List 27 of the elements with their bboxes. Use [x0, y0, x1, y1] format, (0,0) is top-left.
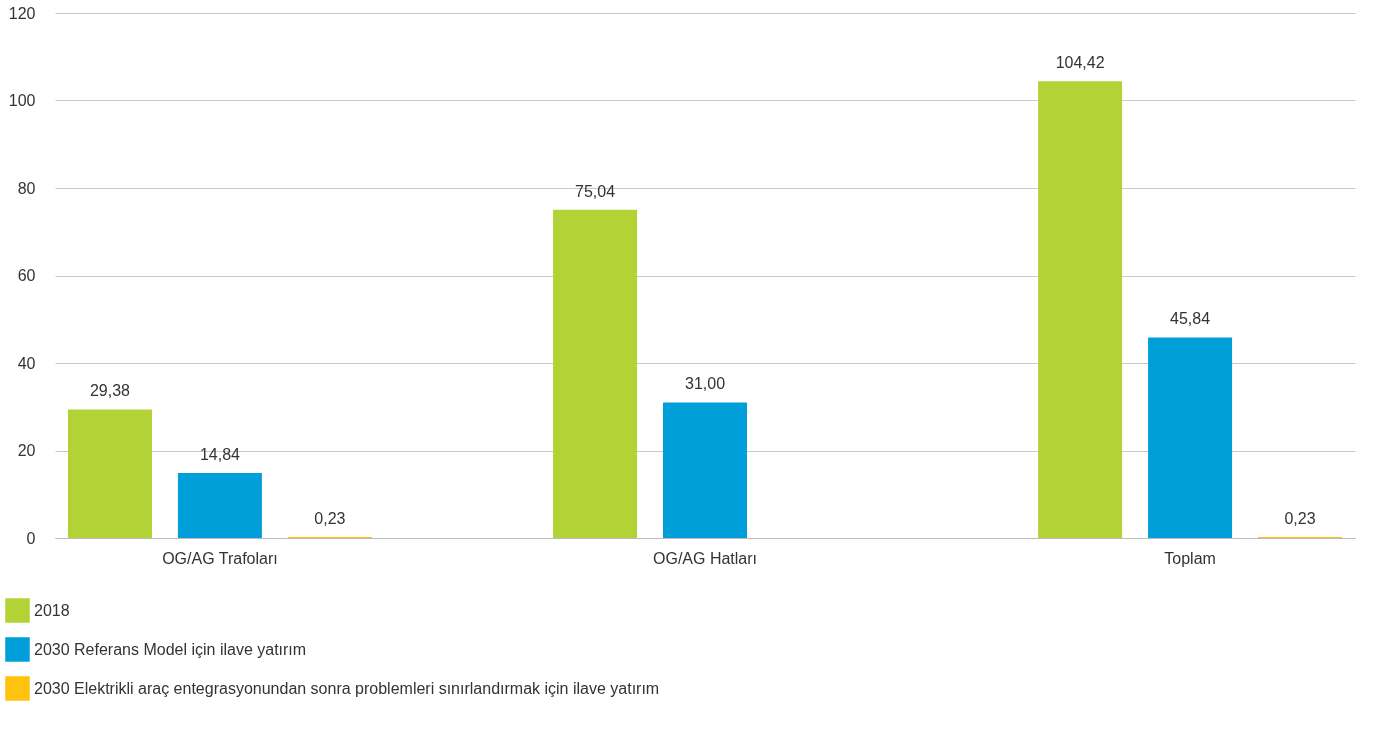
data-label: 29,38: [89, 382, 131, 400]
data-label: 45,84: [1170, 310, 1211, 328]
bar: [663, 402, 747, 538]
data-label: 75,04: [575, 182, 616, 200]
bar: [553, 209, 638, 538]
data-label: 14,84: [199, 446, 241, 464]
data-label: 0,23: [314, 509, 346, 527]
data-label: 31,00: [684, 375, 726, 393]
y-tick-label: 20: [17, 442, 36, 459]
x-tick-label: OG/AG Trafoları: [162, 549, 278, 567]
y-tick-label: 80: [17, 179, 36, 197]
y-tick-label: 60: [17, 267, 36, 284]
legend-label: 2018: [34, 601, 70, 619]
bar: [1148, 337, 1233, 538]
y-tick-label: 40: [17, 354, 36, 372]
x-tick-label: OG/AG Hatları: [652, 549, 758, 567]
bar: [177, 473, 262, 538]
y-tick-label: 0: [26, 529, 36, 547]
legend-label: 2030 Referans Model için ilave yatırım: [34, 640, 307, 658]
legend-label: 2030 Elektrikli araç entegrasyonundan sonra problemleri sınırlandırmak için ilave yatırım: [34, 679, 660, 697]
bar: [67, 409, 152, 538]
y-tick-label: 120: [8, 4, 36, 22]
bar: [1038, 81, 1123, 538]
x-tick-label: Toplam: [1164, 549, 1216, 567]
y-tick-label: 100: [8, 92, 36, 109]
data-label: 104,42: [1055, 54, 1105, 72]
data-label: 0,23: [1284, 509, 1316, 527]
